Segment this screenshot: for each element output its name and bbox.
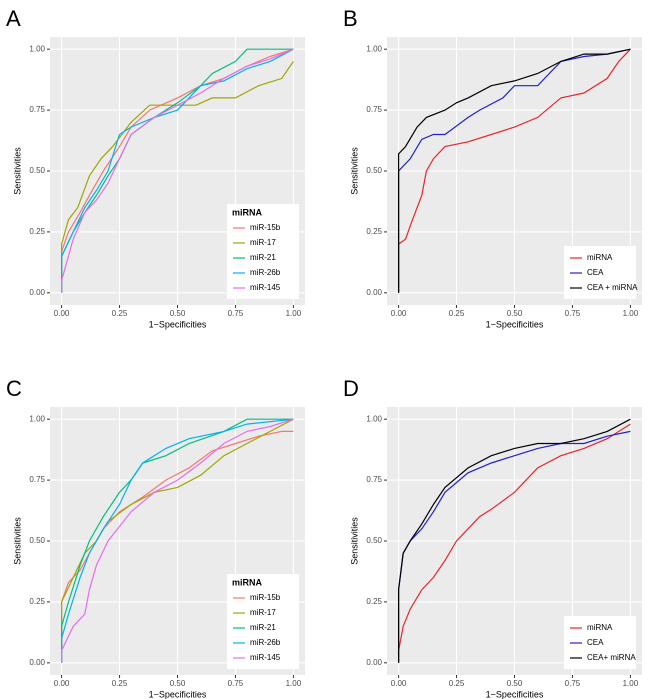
- x-tick-label: 1.00: [623, 309, 639, 318]
- y-tick-label: 0.75: [29, 105, 45, 114]
- y-axis-title: Sensitivities: [349, 517, 359, 565]
- x-tick-label: 0.75: [228, 309, 244, 318]
- x-tick-label: 0.50: [170, 679, 186, 688]
- y-tick-label: 0.50: [366, 166, 382, 175]
- y-tick-label: 0.75: [366, 105, 382, 114]
- legend-label: miR-15b: [250, 223, 281, 232]
- panel-label: D: [343, 376, 359, 401]
- legend-title: miRNA: [232, 207, 263, 217]
- roc-curve: [60, 418, 294, 663]
- x-tick-label: 1.00: [623, 679, 639, 688]
- y-tick-label: 0.25: [366, 597, 382, 606]
- roc-curve: [60, 48, 294, 293]
- x-tick-label: 0.25: [449, 679, 465, 688]
- legend-label: miRNA: [587, 623, 613, 632]
- x-tick-label: 1.00: [286, 679, 302, 688]
- y-tick-label: 0.00: [366, 288, 382, 297]
- legend-label: miR-17: [250, 238, 276, 247]
- legend-label: miR-15b: [250, 593, 281, 602]
- legend-label: miR-21: [250, 623, 276, 632]
- x-tick-label: 0.00: [54, 679, 70, 688]
- y-tick-label: 0.25: [29, 597, 45, 606]
- x-tick-label: 0.75: [228, 679, 244, 688]
- roc-curve: [60, 418, 294, 663]
- x-tick-label: 0.25: [112, 309, 128, 318]
- legend-box: [227, 204, 299, 299]
- y-tick-label: 0.00: [29, 658, 45, 667]
- x-axis-title: 1−Specificities: [486, 319, 544, 329]
- x-axis-title: 1−Specificities: [486, 689, 544, 699]
- roc-curve: [398, 48, 631, 293]
- roc-curve: [60, 48, 294, 293]
- legend-label: miRNA: [587, 253, 613, 262]
- x-tick-label: 0.25: [449, 309, 465, 318]
- legend-box: [227, 574, 299, 669]
- legend-label: CEA: [587, 638, 604, 647]
- x-tick-label: 0.50: [507, 679, 523, 688]
- x-tick-label: 1.00: [286, 309, 302, 318]
- y-tick-label: 1.00: [366, 44, 382, 53]
- legend-label: CEA + miRNA: [587, 283, 638, 292]
- legend-title: miRNA: [232, 577, 263, 587]
- y-axis-title: Sensitivities: [12, 147, 22, 195]
- legend-label: CEA: [587, 268, 604, 277]
- y-tick-label: 0.25: [366, 227, 382, 236]
- y-tick-label: 0.25: [29, 227, 45, 236]
- y-tick-label: 0.00: [29, 288, 45, 297]
- x-axis-title: 1−Specificities: [149, 319, 207, 329]
- y-tick-label: 0.75: [29, 475, 45, 484]
- panel-label: A: [6, 6, 21, 31]
- legend-label: miR-145: [250, 283, 281, 292]
- y-tick-label: 0.75: [366, 475, 382, 484]
- roc-curve: [60, 418, 294, 663]
- x-axis-title: 1−Specificities: [149, 689, 207, 699]
- x-tick-label: 0.75: [565, 309, 581, 318]
- x-tick-label: 0.50: [507, 309, 523, 318]
- legend-label: miR-21: [250, 253, 276, 262]
- roc-curve: [60, 418, 294, 663]
- y-tick-label: 1.00: [366, 414, 382, 423]
- roc-curve: [398, 48, 631, 293]
- y-tick-label: 0.50: [29, 166, 45, 175]
- y-tick-label: 0.50: [366, 536, 382, 545]
- roc-curve: [398, 48, 631, 293]
- panel-label: C: [6, 376, 22, 401]
- legend-label: miR-26b: [250, 268, 281, 277]
- x-tick-label: 0.75: [565, 679, 581, 688]
- panel-label: B: [343, 6, 358, 31]
- y-tick-label: 0.00: [366, 658, 382, 667]
- y-tick-label: 1.00: [29, 414, 45, 423]
- legend-label: miR-17: [250, 608, 276, 617]
- y-tick-label: 1.00: [29, 44, 45, 53]
- roc-curve: [398, 423, 631, 663]
- legend-label: miR-145: [250, 653, 281, 662]
- x-tick-label: 0.00: [391, 679, 407, 688]
- x-tick-label: 0.00: [54, 309, 70, 318]
- roc-curve: [60, 61, 294, 293]
- legend-label: CEA+ miRNA: [587, 653, 636, 662]
- x-tick-label: 0.25: [112, 679, 128, 688]
- x-tick-label: 0.00: [391, 309, 407, 318]
- roc-curve: [398, 418, 631, 663]
- y-tick-label: 0.50: [29, 536, 45, 545]
- y-axis-title: Sensitivities: [12, 517, 22, 565]
- x-tick-label: 0.50: [170, 309, 186, 318]
- y-axis-title: Sensitivities: [349, 147, 359, 195]
- legend-label: miR-26b: [250, 638, 281, 647]
